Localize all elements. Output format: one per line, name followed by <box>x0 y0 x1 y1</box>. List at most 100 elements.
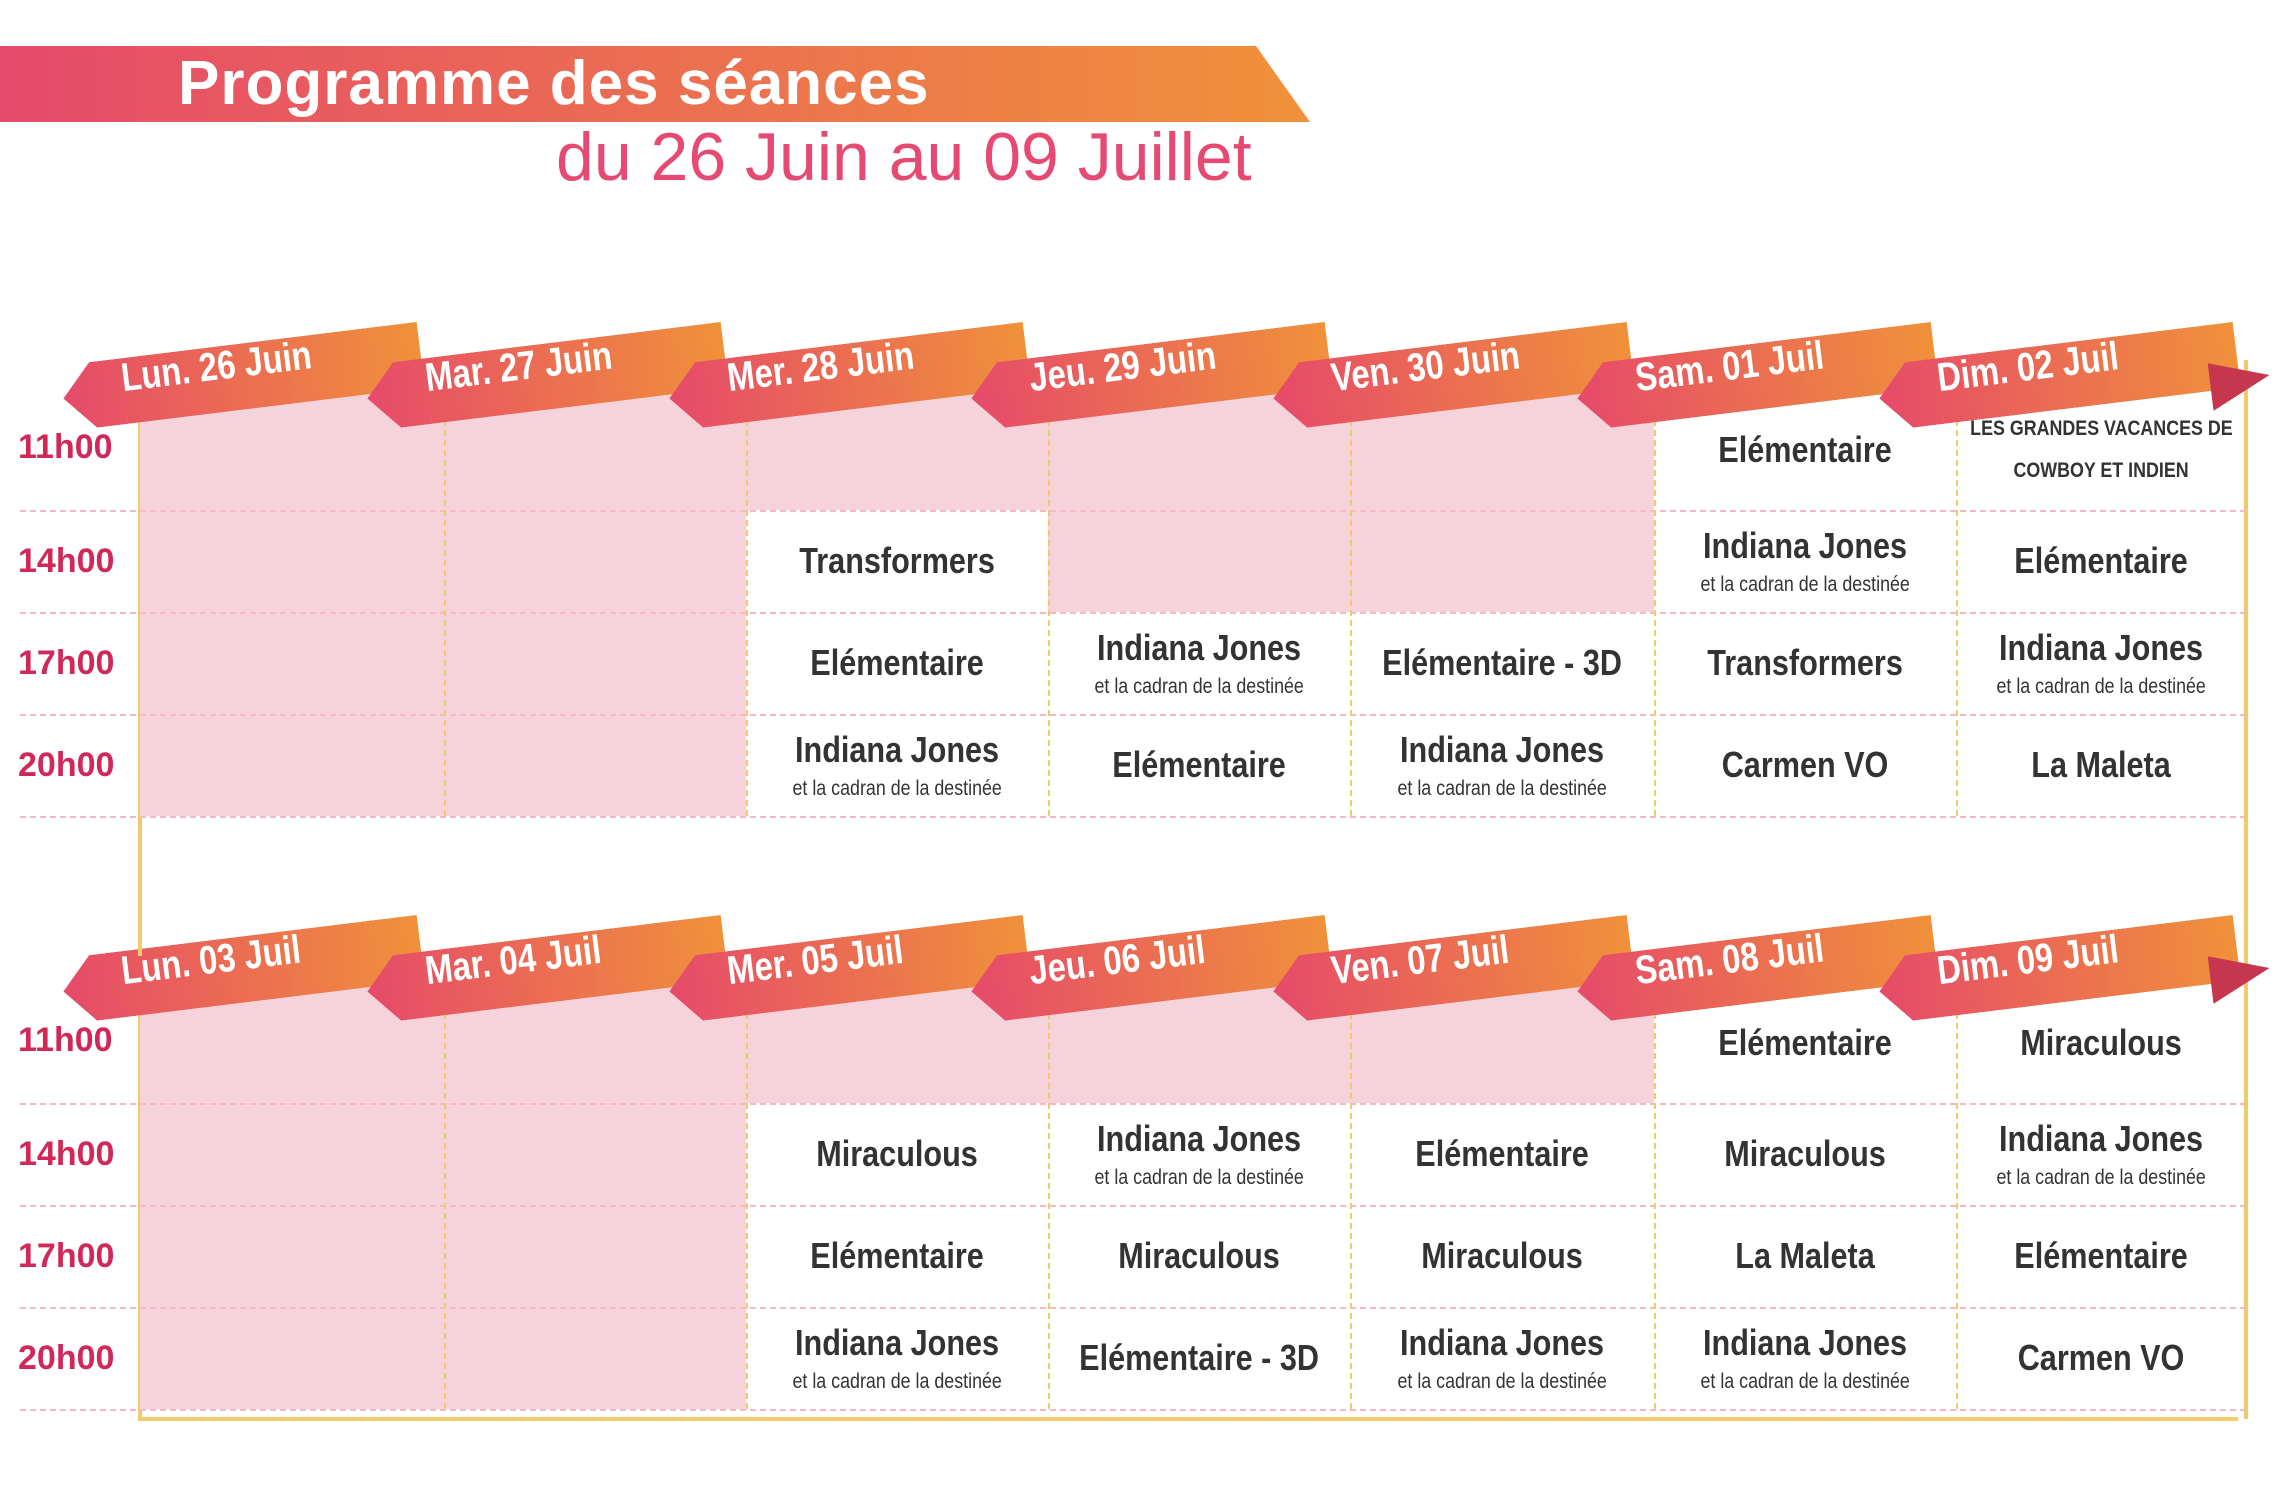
session-cell: Elémentaire <box>1956 1205 2246 1307</box>
week-1-schedule: Elémentaire LES GRANDES VACANCES DE COWBOY… <box>0 300 2280 900</box>
empty-slot <box>444 1205 746 1307</box>
session-cell: Carmen VO <box>1654 714 1956 816</box>
empty-slot <box>444 1307 746 1409</box>
time-label: 20h00 <box>18 746 115 784</box>
film-title: Elémentaire <box>1112 744 1286 786</box>
column-divider <box>1350 983 1352 1409</box>
session-cell: Indiana Jones et la cadran de la destinée <box>1048 612 1350 714</box>
film-title: Carmen VO <box>2017 1337 2185 1379</box>
session-cell: LES GRANDES VACANCES DE COWBOY ET INDIEN <box>1956 390 2246 510</box>
film-title: Elémentaire <box>810 642 984 684</box>
film-title: Elémentaire <box>810 1235 984 1277</box>
empty-slot <box>140 1205 444 1307</box>
film-title: Elémentaire <box>2014 540 2188 582</box>
session-cell: Transformers <box>1654 612 1956 714</box>
schedule-frame-right <box>2244 360 2248 886</box>
film-title: Transformers <box>1707 642 1903 684</box>
row-divider <box>20 510 2246 512</box>
session-cell: Miraculous <box>1350 1205 1654 1307</box>
film-title: La Maleta <box>2031 744 2171 786</box>
schedule-bottom <box>138 1417 2238 1421</box>
film-title: Miraculous <box>1118 1235 1280 1277</box>
session-cell: Indiana Jones et la cadran de la destinée <box>1654 1307 1956 1409</box>
schedule-frame-right <box>2244 953 2248 1419</box>
time-label: 20h00 <box>18 1339 115 1377</box>
session-cell: Indiana Jones et la cadran de la destinée <box>1654 510 1956 612</box>
empty-slot <box>140 612 444 714</box>
row-divider <box>20 1103 2246 1105</box>
session-cell: Indiana Jones et la cadran de la destinée <box>746 1307 1048 1409</box>
row-divider <box>20 816 2246 818</box>
film-title: Elémentaire <box>1718 429 1892 471</box>
session-cell: Elémentaire <box>746 612 1048 714</box>
column-divider <box>1350 390 1352 816</box>
film-subtitle: et la cadran de la destinée <box>792 1369 1002 1393</box>
session-cell: Miraculous <box>746 1103 1048 1205</box>
film-subtitle: et la cadran de la destinée <box>1094 674 1304 698</box>
session-cell: Elémentaire <box>1956 510 2246 612</box>
column-divider <box>1956 390 1958 816</box>
film-title: Indiana Jones <box>794 1322 1000 1364</box>
film-title: Elémentaire <box>1718 1022 1892 1064</box>
empty-slot <box>444 1103 746 1205</box>
film-subtitle: et la cadran de la destinée <box>1996 1165 2206 1189</box>
column-divider <box>1956 983 1958 1409</box>
film-title: Indiana Jones <box>1998 627 2204 669</box>
film-title: Elémentaire <box>2014 1235 2188 1277</box>
film-title-line: LES GRANDES VACANCES DE <box>1969 417 2233 440</box>
film-title: Indiana Jones <box>1702 1322 1908 1364</box>
session-cell: Indiana Jones et la cadran de la destinée <box>1350 714 1654 816</box>
session-cell: Indiana Jones et la cadran de la destinée <box>1956 1103 2246 1205</box>
session-cell: Elémentaire <box>1654 983 1956 1103</box>
session-cell: Indiana Jones et la cadran de la destinée <box>746 714 1048 816</box>
film-title: Miraculous <box>1724 1133 1886 1175</box>
week-2-schedule: Elémentaire Miraculous Miraculous Indiana J… <box>0 893 2280 1493</box>
film-subtitle: et la cadran de la destinée <box>1397 776 1607 800</box>
row-divider <box>20 1205 2246 1207</box>
frame-connector-left <box>138 816 142 956</box>
session-cell: Miraculous <box>1956 983 2246 1103</box>
session-cell: Elémentaire <box>1654 390 1956 510</box>
film-title: Carmen VO <box>1721 744 1889 786</box>
film-title: Miraculous <box>1421 1235 1583 1277</box>
frame-connector-right <box>2244 816 2248 956</box>
session-cell: Carmen VO <box>1956 1307 2246 1409</box>
film-title: Indiana Jones <box>1399 729 1605 771</box>
empty-slot <box>140 1103 444 1205</box>
session-cell: Indiana Jones et la cadran de la destinée <box>1048 1103 1350 1205</box>
time-label: 14h00 <box>18 1135 115 1173</box>
session-cell: Elémentaire <box>1048 714 1350 816</box>
column-divider <box>746 983 748 1409</box>
empty-slot <box>1048 510 1350 612</box>
empty-slot <box>444 714 746 816</box>
film-title-line: COWBOY ET INDIEN <box>2013 459 2189 482</box>
column-divider <box>1048 983 1050 1409</box>
page-title: Programme des séances <box>178 49 930 118</box>
film-title: Elémentaire - 3D <box>1079 1337 1319 1379</box>
time-label: 11h00 <box>18 1021 113 1059</box>
film-title: Indiana Jones <box>1399 1322 1605 1364</box>
film-title: Miraculous <box>2020 1022 2182 1064</box>
film-title: Transformers <box>799 540 995 582</box>
session-cell: Elémentaire <box>1350 1103 1654 1205</box>
session-cell: La Maleta <box>1654 1205 1956 1307</box>
session-cell: Miraculous <box>1048 1205 1350 1307</box>
page-subtitle: du 26 Juin au 09 Juillet <box>556 119 1252 195</box>
film-subtitle: et la cadran de la destinée <box>1397 1369 1607 1393</box>
film-subtitle: et la cadran de la destinée <box>792 776 1002 800</box>
column-divider <box>1654 390 1656 816</box>
film-title: Indiana Jones <box>1096 627 1302 669</box>
session-cell: Elémentaire <box>746 1205 1048 1307</box>
column-divider <box>1048 390 1050 816</box>
empty-slot <box>444 612 746 714</box>
row-divider <box>20 1307 2246 1309</box>
film-title: Indiana Jones <box>1998 1118 2204 1160</box>
session-cell: Transformers <box>746 510 1048 612</box>
row-divider <box>20 612 2246 614</box>
time-label: 17h00 <box>18 644 115 682</box>
empty-slot <box>444 510 746 612</box>
time-label: 11h00 <box>18 428 113 466</box>
column-divider <box>444 983 446 1409</box>
session-cell: Elémentaire - 3D <box>1048 1307 1350 1409</box>
film-title: Indiana Jones <box>1096 1118 1302 1160</box>
